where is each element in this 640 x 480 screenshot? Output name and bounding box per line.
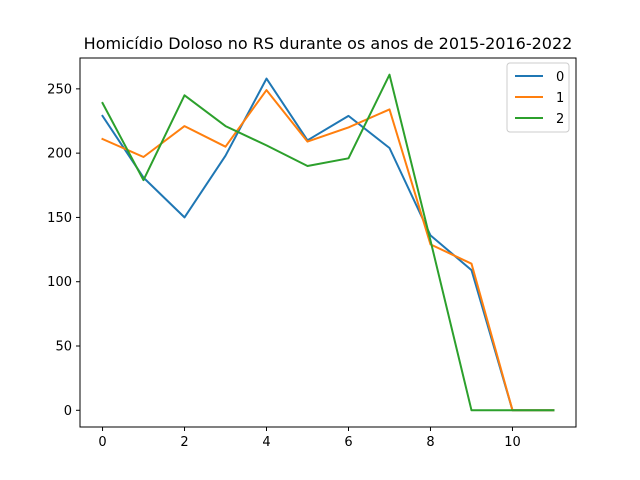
series-line-2 <box>101 73 555 412</box>
x-tick-label-4: 8 <box>426 435 434 450</box>
x-tick-label-0: 0 <box>98 435 106 450</box>
chart-title: Homicídio Doloso no RS durante os anos d… <box>84 34 573 53</box>
legend-label-0: 0 <box>556 70 564 85</box>
x-tick-label-3: 6 <box>344 435 352 450</box>
y-tick-label-2: 100 <box>47 275 72 290</box>
x-tick-label-5: 10 <box>504 435 521 450</box>
plot-area <box>101 73 555 412</box>
x-tick-label-1: 2 <box>180 435 188 450</box>
y-tick-label-1: 50 <box>55 340 72 355</box>
y-tick-label-4: 200 <box>47 147 72 162</box>
axes-frame <box>79 57 577 428</box>
y-tick-label-3: 150 <box>47 211 72 226</box>
legend: 0 1 2 <box>506 62 570 133</box>
y-tick-label-5: 250 <box>47 82 72 97</box>
series-line-0 <box>101 77 555 412</box>
legend-label-1: 1 <box>556 91 564 106</box>
legend-label-2: 2 <box>556 112 564 127</box>
series-line-1 <box>101 89 555 412</box>
y-tick-label-0: 0 <box>64 404 72 419</box>
x-tick-label-2: 4 <box>262 435 270 450</box>
